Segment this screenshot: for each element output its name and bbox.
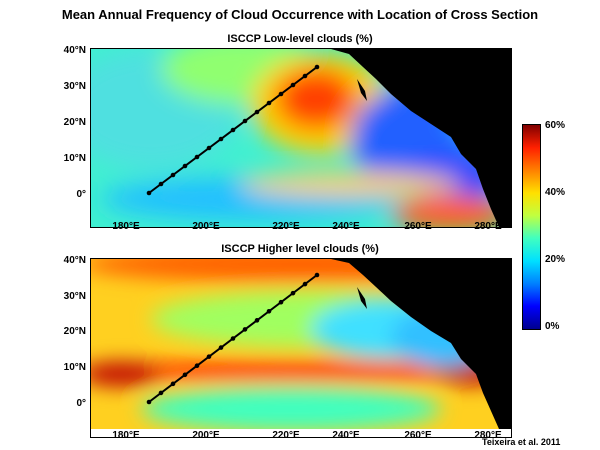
cross-section-point bbox=[146, 190, 152, 196]
cross-section-line-low bbox=[146, 64, 320, 196]
lon-tick-label: 240°E bbox=[332, 221, 360, 232]
colorbar-min-label: 0% bbox=[545, 321, 560, 332]
low-level-cloud-field bbox=[91, 49, 511, 227]
figure-title: Mean Annual Frequency of Cloud Occurrenc… bbox=[61, 7, 539, 22]
cross-section-point bbox=[278, 91, 284, 97]
lon-tick-label: 200°E bbox=[192, 430, 220, 441]
cross-section-point bbox=[242, 327, 248, 332]
lat-tick-label: 20°N bbox=[63, 326, 86, 337]
lon-tick-label: 260°E bbox=[404, 221, 432, 232]
credit-text: Teixeira et al. 2011 bbox=[482, 437, 561, 447]
cross-section-point bbox=[278, 299, 284, 305]
colorbar bbox=[522, 124, 541, 330]
cross-section-point bbox=[302, 281, 308, 287]
lon-tick-label: 180°E bbox=[112, 221, 140, 232]
panel-title-low-level: ISCCP Low-level clouds (%) bbox=[227, 33, 373, 45]
cross-section-point bbox=[230, 127, 236, 133]
lat-tick-label: 0° bbox=[76, 398, 86, 409]
cross-section-point bbox=[242, 118, 248, 124]
lat-tick-label: 30°N bbox=[63, 291, 86, 302]
colorbar-label: 40% bbox=[545, 187, 566, 198]
cross-section-point bbox=[254, 318, 260, 323]
map-low-level-clouds bbox=[90, 48, 512, 228]
cross-section-point bbox=[314, 272, 320, 278]
cross-section-point bbox=[290, 290, 296, 296]
cross-section-point bbox=[182, 163, 188, 169]
lon-tick-label: 220°E bbox=[272, 221, 300, 232]
lon-tick-label: 180°E bbox=[112, 430, 140, 441]
cross-section-point bbox=[206, 145, 212, 151]
lon-tick-label: 200°E bbox=[192, 221, 220, 232]
cross-section-point bbox=[254, 109, 260, 115]
cross-section-point bbox=[206, 354, 212, 359]
cross-section-point bbox=[182, 372, 188, 378]
cross-section-point bbox=[230, 336, 236, 341]
cross-section-line-high bbox=[146, 272, 320, 405]
lat-tick-label: 20°N bbox=[63, 117, 86, 128]
lon-tick-label: 260°E bbox=[404, 430, 432, 441]
lat-tick-label: 10°N bbox=[63, 153, 86, 164]
cross-section-point bbox=[158, 390, 164, 396]
lat-tick-label: 40°N bbox=[63, 255, 86, 266]
lat-tick-label: 40°N bbox=[63, 45, 86, 56]
cross-section-point bbox=[266, 100, 272, 106]
higher-level-cloud-field bbox=[91, 259, 511, 429]
cross-section-point bbox=[170, 381, 176, 387]
lon-tick-label: 280°E bbox=[474, 221, 502, 232]
cross-section-point bbox=[218, 345, 224, 350]
cross-section-point bbox=[146, 399, 152, 405]
map-higher-level-clouds bbox=[90, 258, 512, 438]
cross-section-point bbox=[218, 136, 224, 142]
colorbar-max-label: 60% bbox=[545, 120, 566, 131]
panel-title-higher-level: ISCCP Higher level clouds (%) bbox=[221, 243, 379, 255]
lat-tick-label: 30°N bbox=[63, 81, 86, 92]
cross-section-point bbox=[194, 363, 200, 369]
lat-tick-label: 0° bbox=[76, 189, 86, 200]
colorbar-label: 20% bbox=[545, 254, 566, 265]
lon-tick-label: 240°E bbox=[332, 430, 360, 441]
cross-section-point bbox=[158, 181, 164, 187]
cross-section-point bbox=[194, 154, 200, 160]
cross-section-point bbox=[314, 64, 320, 70]
lat-tick-label: 10°N bbox=[63, 362, 86, 373]
cross-section-point bbox=[302, 73, 308, 79]
lon-tick-label: 280°E bbox=[474, 430, 502, 441]
cross-section-point bbox=[266, 308, 272, 314]
lon-tick-label: 220°E bbox=[272, 430, 300, 441]
cross-section-point bbox=[290, 82, 296, 88]
cross-section-point bbox=[170, 172, 176, 178]
